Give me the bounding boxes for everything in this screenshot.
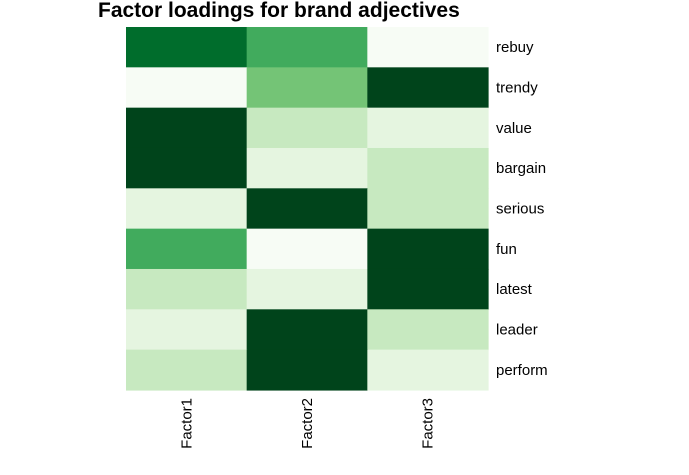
row-label-value: value [496, 120, 532, 137]
heatmap-cell-latest-factor3 [367, 268, 489, 310]
row-labels: rebuy trendy value bargain serious fun latest l… [496, 39, 548, 379]
heatmap-cell-fun-factor1 [126, 228, 248, 270]
heatmap-cell-fun-factor2 [246, 228, 368, 270]
column-labels: Factor1 Factor2 Factor3 [178, 398, 436, 449]
heatmap-cell-fun-factor3 [367, 228, 489, 270]
row-label-trendy: trendy [496, 80, 538, 97]
row-label-bargain: bargain [496, 160, 546, 177]
row-label-rebuy: rebuy [496, 39, 534, 56]
row-label-leader: leader [496, 321, 538, 338]
row-label-perform: perform [496, 362, 548, 379]
heatmap-cell-serious-factor2 [246, 188, 368, 230]
column-label-factor3: Factor3 [420, 398, 437, 449]
heatmap-cell-trendy-factor1 [126, 67, 248, 109]
heatmap-cell-value-factor2 [246, 107, 368, 149]
heatmap-cell-rebuy-factor3 [367, 27, 489, 68]
heatmap-cell-serious-factor1 [126, 188, 248, 230]
row-label-fun: fun [496, 241, 517, 258]
heatmap-cells [126, 27, 489, 391]
column-label-factor1: Factor1 [178, 398, 195, 449]
heatmap-cell-bargain-factor3 [367, 147, 489, 189]
heatmap-cell-trendy-factor2 [246, 67, 368, 109]
heatmap-cell-latest-factor1 [126, 268, 248, 310]
heatmap-cell-latest-factor2 [246, 268, 368, 310]
heatmap-cell-rebuy-factor1 [126, 27, 248, 68]
chart-title: Factor loadings for brand adjectives [98, 0, 460, 22]
row-label-serious: serious [496, 200, 544, 217]
heatmap-cell-perform-factor1 [126, 349, 248, 391]
heatmap-cell-perform-factor2 [246, 349, 368, 391]
row-label-latest: latest [496, 281, 533, 298]
heatmap-cell-value-factor1 [126, 107, 248, 149]
heatmap-cell-bargain-factor2 [246, 147, 368, 189]
heatmap-cell-perform-factor3 [367, 349, 489, 391]
heatmap-cell-leader-factor1 [126, 309, 248, 351]
heatmap-cell-bargain-factor1 [126, 147, 248, 189]
column-label-factor2: Factor2 [299, 398, 316, 449]
heatmap-cell-leader-factor3 [367, 309, 489, 351]
heatmap-cell-rebuy-factor2 [246, 27, 368, 68]
heatmap-cell-serious-factor3 [367, 188, 489, 230]
heatmap-cell-leader-factor2 [246, 309, 368, 351]
heatmap-cell-value-factor3 [367, 107, 489, 149]
heatmap-cell-trendy-factor3 [367, 67, 489, 109]
